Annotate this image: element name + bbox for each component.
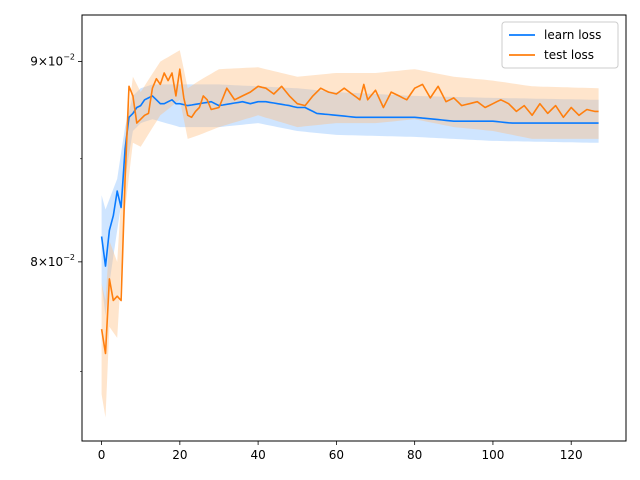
series-lines <box>100 68 599 355</box>
x-axis-ticks: 0 20 40 60 80 100 120 <box>98 441 583 462</box>
x-tick-label: 80 <box>407 448 422 462</box>
test-loss-line <box>100 68 599 355</box>
legend-label: test loss <box>544 48 594 62</box>
y-tick-label: 8×10−2 <box>30 253 75 269</box>
legend-label: learn loss <box>544 28 601 42</box>
plot-frame <box>81 14 627 442</box>
x-tick-label: 120 <box>560 448 583 462</box>
x-tick-label: 100 <box>481 448 504 462</box>
y-axis-ticks: 8×10−2 9×10−2 <box>30 53 82 372</box>
legend-box <box>501 21 619 69</box>
x-tick-label: 60 <box>329 448 344 462</box>
learn-loss-band <box>101 84 599 316</box>
x-tick-label: 0 <box>98 448 106 462</box>
legend: learn loss test loss <box>501 21 619 69</box>
learn-loss-line <box>100 95 599 267</box>
y-tick-label: 9×10−2 <box>30 53 75 69</box>
x-tick-label: 20 <box>172 448 187 462</box>
x-tick-label: 40 <box>250 448 265 462</box>
test-loss-band <box>101 50 599 418</box>
confidence-bands <box>101 50 599 418</box>
